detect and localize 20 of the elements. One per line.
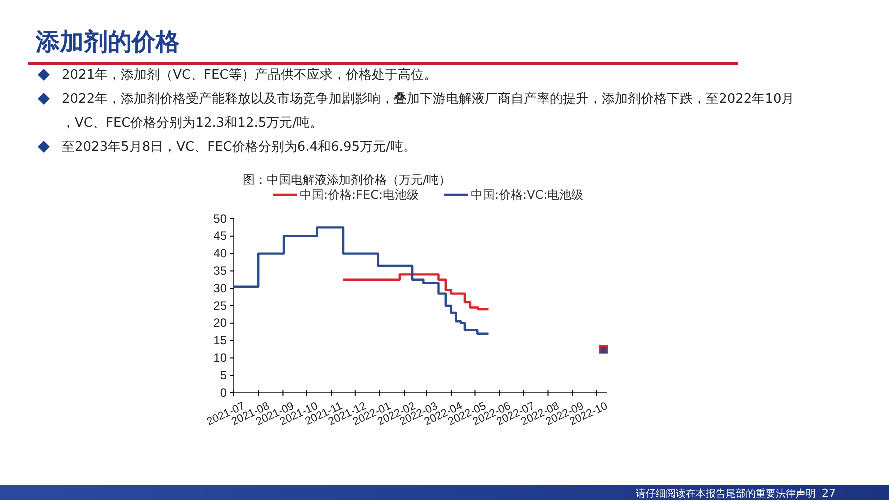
text: 至2023年5月8日，VC、FEC价格分别为6.4和6.95万元/吨。 — [62, 140, 416, 155]
legend-label: 中国:价格:VC:电池级 — [471, 188, 584, 202]
y-tick-label: 5 — [220, 368, 228, 382]
y-tick-label: 20 — [214, 316, 228, 330]
y-tick-label: 35 — [214, 264, 228, 278]
text: 27 — [822, 487, 836, 500]
y-tick-label: 50 — [214, 212, 228, 226]
y-tick-label: 40 — [214, 246, 228, 261]
text: 请仔细阅读在本报告尾部的重要法律声明 — [636, 488, 816, 500]
text: 2021年，添加剂（VC、FEC等）产品供不应求，价格处于高位。 — [62, 67, 437, 83]
y-tick-label: 15 — [214, 334, 228, 348]
chart-title: 添加剂的价格 — [35, 28, 181, 56]
legend-label: 中国:价格:FEC:电池级 — [300, 188, 419, 202]
y-tick-label: 0 — [220, 386, 228, 400]
y-tick-label: 25 — [214, 298, 228, 313]
chart-subtitle: 图：中国电解液添加剂价格（万元/吨） — [243, 173, 452, 187]
text: 2022年，添加剂价格受产能释放以及市场竞争加剧影响，叠加下游电解液厂商自产率的提升，添加剂价格下跌，至2022年10月，VC、FEC价格分别为12.3和12.5万元/吨。 — [62, 91, 795, 131]
y-tick-label: 30 — [214, 281, 228, 296]
y-tick-label: 10 — [214, 351, 228, 366]
y-tick-label: 45 — [214, 229, 228, 244]
